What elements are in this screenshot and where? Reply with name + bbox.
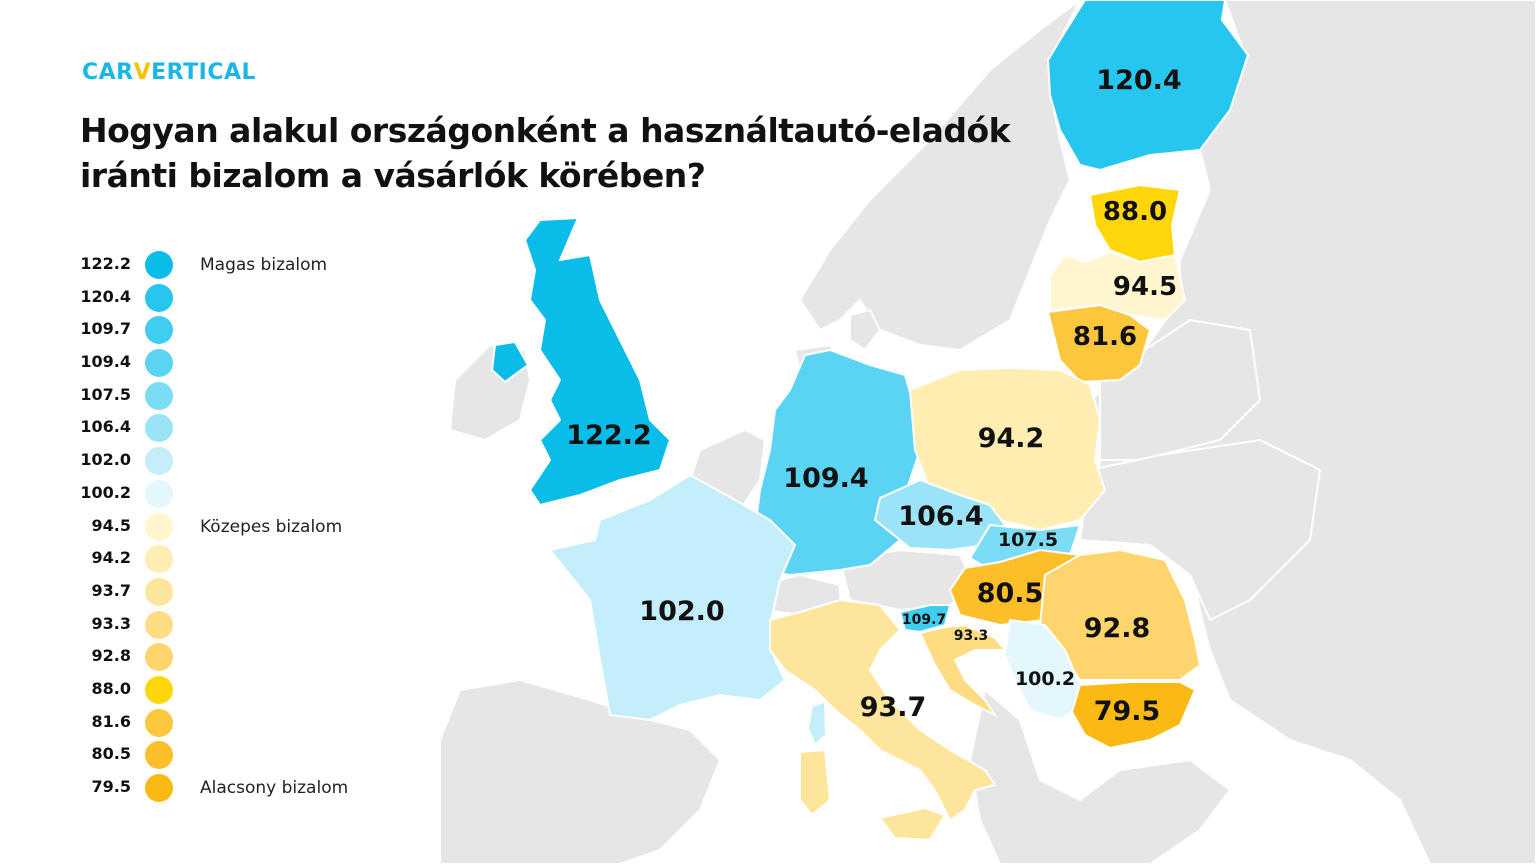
country-northern-ireland	[490, 340, 530, 384]
label-italy: 93.7	[860, 692, 927, 723]
legend-caption: Alacsony bizalom	[200, 778, 349, 798]
legend-value: 80.5	[91, 744, 131, 764]
label-hungary: 80.5	[977, 578, 1044, 609]
label-uk: 122.2	[566, 420, 651, 451]
country-sardinia	[799, 748, 832, 817]
legend-color-swatch	[145, 479, 173, 508]
carvertical-logo: CARVERTICAL	[82, 60, 256, 85]
title-line-1: Hogyan alakul országonként a használtaut…	[80, 111, 1011, 150]
country-slovenia	[898, 604, 952, 634]
legend-color-swatch	[145, 577, 173, 606]
legend-value: 102.0	[80, 450, 131, 470]
legend-color-swatch	[145, 675, 173, 704]
country-france	[548, 473, 797, 722]
legend-item: 81.6	[60, 706, 380, 739]
balkans	[968, 688, 1232, 864]
legend-value: 120.4	[80, 286, 131, 306]
legend-color-swatch	[145, 316, 173, 345]
legend-value: 94.5	[91, 515, 131, 535]
label-france: 102.0	[639, 596, 724, 627]
legend-item: 109.7	[60, 313, 380, 346]
legend-value: 107.5	[80, 384, 131, 404]
label-romania: 92.8	[1084, 613, 1151, 644]
legend-item: 107.5	[60, 379, 380, 412]
legend-color-swatch	[145, 447, 173, 476]
legend-item: 92.8	[60, 640, 380, 673]
legend-value: 92.8	[91, 646, 131, 666]
legend-value: 94.2	[91, 548, 131, 568]
country-serbia	[1003, 618, 1082, 722]
legend-item: 93.7	[60, 575, 380, 608]
legend-item: 109.4	[60, 346, 380, 379]
label-serbia: 100.2	[1015, 668, 1075, 690]
legend-value: 93.7	[91, 580, 131, 600]
country-lithuania	[1046, 303, 1152, 384]
title-line-2: iránti bizalom a vásárlók körében?	[80, 156, 706, 195]
label-finland: 120.4	[1096, 65, 1181, 96]
legend-item: 120.4	[60, 281, 380, 314]
label-slovakia: 107.5	[998, 529, 1058, 551]
label-slovenia: 109.7	[902, 612, 946, 628]
legend-color-swatch	[145, 283, 173, 312]
label-croatia: 93.3	[954, 628, 989, 644]
label-lithuania: 81.6	[1073, 322, 1137, 352]
country-italy	[769, 598, 997, 822]
legend-color-swatch	[145, 643, 173, 672]
iberia	[439, 678, 722, 864]
legend-color-swatch	[145, 741, 173, 770]
page-title: Hogyan alakul országonként a használtaut…	[80, 108, 1080, 198]
country-bulgaria	[1070, 681, 1197, 750]
logo-text-v: V	[133, 60, 152, 85]
legend-value: 79.5	[91, 777, 131, 796]
label-estonia: 88.0	[1103, 197, 1167, 227]
logo-text-ertical: ERTICAL	[151, 60, 257, 85]
legend-item: 106.4	[60, 411, 380, 444]
legend-value: 88.0	[91, 678, 131, 698]
legend-item: 94.5 Közepes bizalom	[60, 510, 380, 543]
label-bulgaria: 79.5	[1094, 696, 1161, 727]
legend-value: 100.2	[80, 482, 131, 502]
legend-item: 94.2	[60, 542, 380, 575]
country-corsica	[806, 700, 828, 747]
legend-value: 109.7	[80, 319, 131, 339]
legend-color-swatch	[145, 251, 173, 279]
legend-color-swatch	[145, 381, 173, 410]
legend-item: 80.5	[60, 738, 380, 771]
legend-value: 93.3	[91, 613, 131, 633]
country-finland	[1046, 0, 1250, 172]
legend: 122.2 Magas bizalom 120.4 109.7 109.4 107.5 10…	[60, 248, 380, 804]
legend-item: 122.2 Magas bizalom	[60, 248, 380, 281]
ukraine	[1078, 438, 1322, 622]
legend-value: 81.6	[91, 711, 131, 731]
country-sicily	[878, 806, 947, 842]
country-labels: 120.4 88.0 94.5 81.6 122.2 109.4 94.2 10…	[566, 65, 1181, 727]
label-czechia: 106.4	[898, 501, 983, 532]
legend-caption: Közepes bizalom	[200, 516, 343, 537]
legend-color-swatch	[145, 610, 173, 639]
legend-color-swatch	[145, 708, 173, 737]
legend-color-swatch	[145, 774, 173, 802]
legend-value: 109.4	[80, 352, 131, 372]
logo-text-car: CAR	[82, 60, 134, 85]
legend-item: 88.0	[60, 673, 380, 706]
label-poland: 94.2	[978, 423, 1045, 454]
country-uk	[523, 216, 672, 507]
country-croatia	[918, 623, 1008, 718]
data-countries	[490, 0, 1250, 842]
legend-value: 122.2	[80, 254, 131, 273]
gotland	[849, 308, 882, 352]
legend-color-swatch	[145, 414, 173, 443]
label-germany: 109.4	[783, 463, 868, 494]
legend-color-swatch	[145, 545, 173, 574]
legend-color-swatch	[145, 512, 173, 541]
legend-item: 79.5 Alacsony bizalom	[60, 771, 380, 804]
legend-item: 93.3	[60, 608, 380, 641]
legend-value: 106.4	[80, 417, 131, 437]
label-latvia: 94.5	[1113, 272, 1177, 302]
legend-color-swatch	[145, 349, 173, 378]
legend-item: 102.0	[60, 444, 380, 477]
legend-item: 100.2	[60, 477, 380, 510]
legend-caption: Magas bizalom	[200, 255, 328, 275]
